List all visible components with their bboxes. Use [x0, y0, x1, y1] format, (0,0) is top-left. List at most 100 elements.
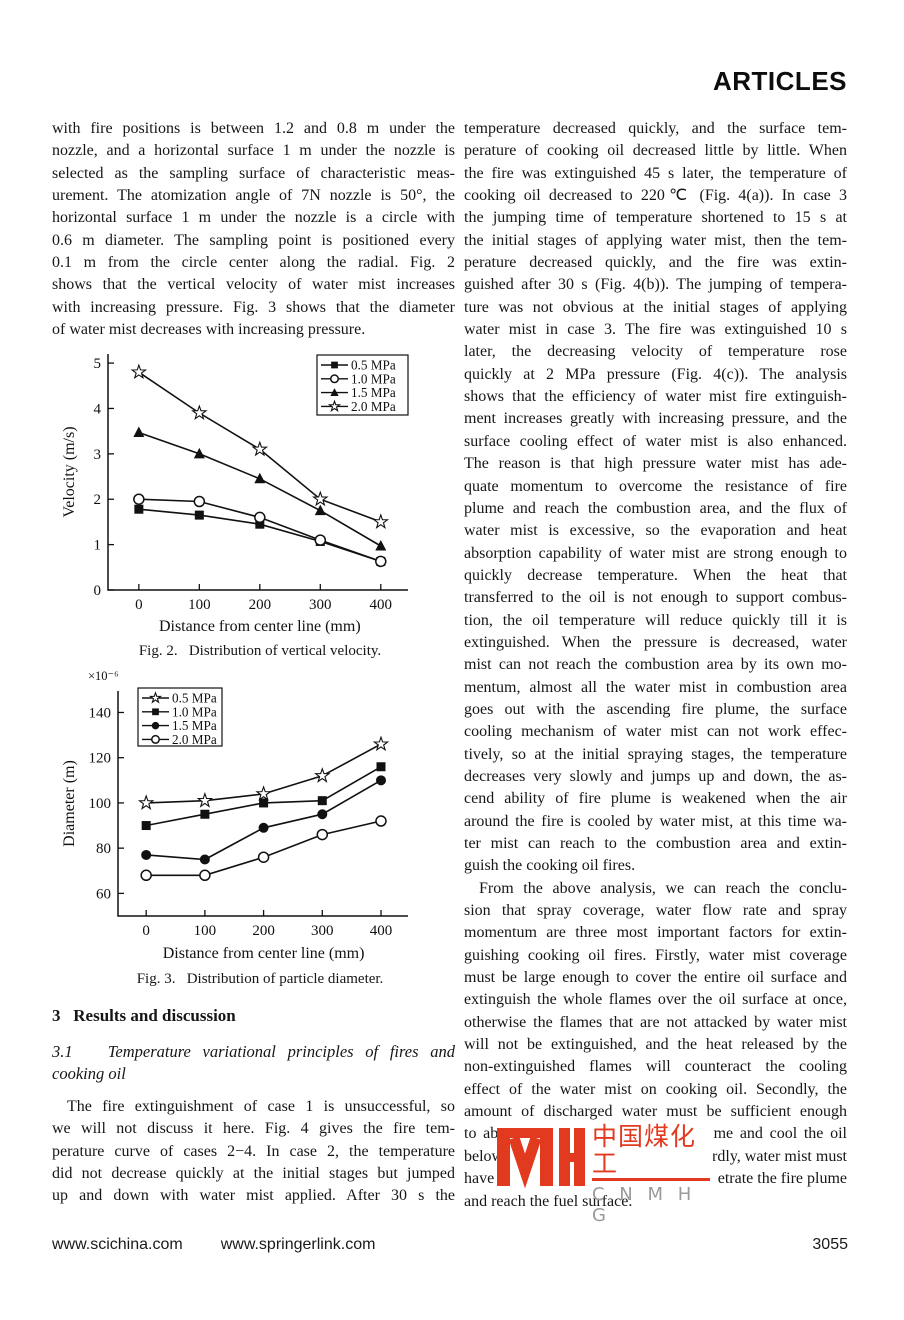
- text-line: effect of the water mist on cooking oil.…: [464, 1080, 847, 1098]
- text-line: 3.1 Temperature variational principles o…: [52, 1042, 455, 1061]
- svg-text:Distance from center line (mm): Distance from center line (mm): [163, 945, 365, 962]
- text-line: tively, so at the initial spraying stage…: [464, 745, 847, 763]
- text-line: the jumping time of temperature shortene…: [464, 209, 847, 227]
- text-line: extinguished. When the pressure is decre…: [464, 633, 847, 651]
- text-line: with fire positions is between 1.2 and 0…: [52, 120, 455, 137]
- text-line: From the above analysis, we can reach th…: [479, 879, 847, 897]
- right-column-paragraph-2: From the above analysis, we can reach th…: [464, 878, 847, 1146]
- text-fragment: below: [464, 1147, 504, 1165]
- watermark-chinese-text: 中国煤化工: [592, 1122, 697, 1178]
- svg-text:1.5 MPa: 1.5 MPa: [172, 718, 217, 733]
- text-line: guished after 30 s (Fig. 4(b)). The jump…: [464, 276, 847, 294]
- svg-text:1: 1: [94, 538, 102, 554]
- text-line: with increasing pressure. Fig. 3 shows t…: [52, 298, 455, 316]
- text-fragment: etrate the fire plume: [717, 1170, 847, 1188]
- text-line: plume and reach the combustion area, and…: [464, 499, 847, 517]
- cnmhg-logo-icon: [497, 1128, 585, 1188]
- text-line: amount of discharged water must be suffi…: [464, 1103, 847, 1121]
- text-line: will not be extinguished, and the heat r…: [464, 1036, 847, 1054]
- right-column: temperature decreased quickly, and the s…: [464, 118, 847, 1213]
- watermark: 中国煤化工 C N M H G: [497, 1123, 713, 1226]
- svg-text:Distance from center line (mm): Distance from center line (mm): [159, 618, 361, 635]
- text-line: transferred to the oil is not enough to …: [464, 589, 847, 607]
- svg-text:3: 3: [94, 447, 102, 463]
- text-line: mist can not reach the combustion area b…: [464, 656, 847, 674]
- text-line: and reach the fuel surface.: [464, 1192, 633, 1210]
- section-heading: 3 Results and discussion: [52, 1006, 236, 1025]
- text-line: quickly decrease temperature. When the h…: [464, 566, 847, 584]
- text-line: perature of cooking oil decreased little…: [464, 142, 847, 160]
- text-line: the initial stages of applying water mis…: [464, 231, 847, 249]
- svg-text:400: 400: [370, 923, 393, 939]
- watermark-latin-text: C N M H G: [592, 1184, 696, 1226]
- text-line: 0.6 m diameter. The sampling point is po…: [52, 231, 455, 249]
- text-line: perature decreased quickly, and the fire…: [464, 254, 847, 272]
- text-line: selected as the sampling surface of char…: [52, 164, 455, 182]
- svg-text:200: 200: [252, 923, 274, 939]
- footer-links: www.scichina.com www.springerlink.com: [52, 1236, 413, 1254]
- text-fragment: rdly, water mist must: [712, 1147, 847, 1165]
- text-line: tion, the oil temperature will reduce qu…: [464, 611, 847, 629]
- text-line: absorption capability of water mist are …: [464, 544, 847, 562]
- footer-link-springerlink: www.springerlink.com: [220, 1236, 376, 1253]
- text-line: cooking oil: [52, 1064, 126, 1084]
- figure-2-caption: Fig. 2. Distribution of vertical velocit…: [138, 643, 382, 659]
- svg-text:5: 5: [94, 356, 102, 372]
- text-line: quate momentum to overcome the resistanc…: [464, 477, 847, 495]
- text-line: quickly at 2 MPa pressure (Fig. 4(c)). T…: [464, 365, 847, 383]
- text-line: horizontal surface 1 m under the nozzle …: [52, 209, 455, 227]
- watermark-underline: [592, 1178, 710, 1181]
- text-line: up and down with water mist applied. Aft…: [52, 1187, 455, 1205]
- text-line: goes out with the ascending fire plume, …: [464, 700, 847, 718]
- svg-text:80: 80: [96, 841, 111, 857]
- text-line: momentum are three most important factor…: [464, 924, 847, 942]
- svg-text:4: 4: [94, 401, 102, 417]
- text-line: must be large enough to cover the entire…: [464, 969, 847, 987]
- figure-3-caption: Fig. 3. Distribution of particle diamete…: [136, 971, 384, 987]
- text-line: ter mist can reach to the combustion are…: [464, 835, 847, 852]
- text-line: water mist in case 3. The fire was extin…: [464, 321, 847, 339]
- text-line: nozzle, and a horizontal surface 1 m und…: [52, 142, 455, 160]
- svg-text:300: 300: [309, 597, 332, 613]
- svg-text:2.0 MPa: 2.0 MPa: [351, 399, 396, 414]
- text-line-partially-covered: have etrate the fire plume: [464, 1168, 847, 1190]
- text-line: around the fire is cooled by water mist,…: [464, 812, 847, 830]
- svg-text:100: 100: [188, 597, 211, 613]
- text-line: shows that the vertical velocity of wate…: [52, 276, 455, 294]
- figure-3: 0 100 200 300 400 60 80 100 120 140 0.5 MPa 1.0 MPa…: [60, 664, 460, 988]
- svg-text:60: 60: [96, 886, 111, 902]
- svg-text:2.0 MPa: 2.0 MPa: [172, 732, 217, 747]
- svg-text:0: 0: [94, 583, 102, 599]
- text-line: ture was not obvious at the initial stag…: [464, 298, 847, 316]
- svg-text:100: 100: [89, 796, 112, 812]
- text-fragment: have: [464, 1170, 495, 1188]
- svg-text:0: 0: [142, 923, 150, 939]
- text-line: perature curve of cases 2−4. In case 2, …: [52, 1142, 455, 1160]
- text-line: cend ability of fire plume is weakened w…: [464, 790, 847, 808]
- text-line: did not decrease quickly at the initial …: [52, 1165, 455, 1183]
- svg-text:400: 400: [370, 597, 393, 613]
- watermark-text: 中国煤化工 C N M H G: [592, 1123, 713, 1226]
- text-line: shows that the efficiency of water mist …: [464, 388, 847, 406]
- left-column-paragraph-1: with fire positions is between 1.2 and 0…: [52, 118, 455, 341]
- figure-2: 0 100 200 300 400 0 1 2 3 4 5 0.5 MPa 1.0 MPa 1.5 MPa…: [60, 348, 460, 660]
- svg-text:2: 2: [94, 492, 102, 508]
- text-line: cooking oil decreased to 220℃ (Fig. 4(a)…: [464, 187, 847, 205]
- svg-text:Velocity (m/s): Velocity (m/s): [61, 426, 78, 517]
- text-line: The reason is that high pressure water m…: [464, 455, 847, 473]
- svg-text:300: 300: [311, 923, 334, 939]
- text-line: the fire was extinguished 45 s later, th…: [464, 164, 847, 182]
- svg-text:0.5 MPa: 0.5 MPa: [351, 358, 396, 373]
- text-line: decreases very slowly and jumps up and d…: [464, 767, 847, 785]
- page-number: 3055: [812, 1236, 848, 1253]
- svg-text:0: 0: [135, 597, 143, 613]
- text-line-partially-covered: below rdly, water mist must: [464, 1146, 847, 1168]
- text-line: we will not discuss it here. Fig. 4 give…: [52, 1120, 455, 1138]
- svg-text:×10⁻⁶: ×10⁻⁶: [88, 669, 119, 683]
- text-line: ment increases greatly with increasing p…: [464, 410, 847, 428]
- subsection-heading: 3.1 Temperature variational principles o…: [52, 1041, 455, 1086]
- text-line: otherwise the flames that are not attack…: [464, 1013, 847, 1031]
- svg-text:1.0 MPa: 1.0 MPa: [172, 704, 217, 719]
